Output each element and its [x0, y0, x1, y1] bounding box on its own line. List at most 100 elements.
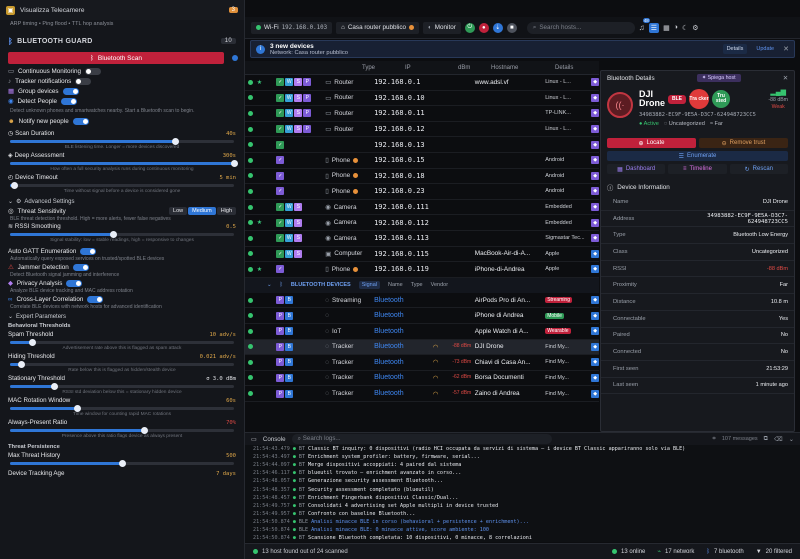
vendor-badge-icon: ◆ — [591, 93, 599, 102]
filter-icon[interactable]: ⌗ — [712, 435, 716, 442]
col-hostname[interactable]: Hostname — [491, 64, 519, 71]
sort-vendor-button[interactable]: Vendor — [430, 282, 449, 289]
sensitivity-high[interactable]: High — [216, 207, 236, 215]
privacy-toggle[interactable] — [66, 279, 83, 287]
settings-dot-icon[interactable] — [232, 55, 238, 61]
table-row[interactable]: ✓ W S ◉ Camera 192.168.0.111 Embedded ◆ — [245, 200, 599, 216]
timeline-button[interactable]: ≡ Timeline — [668, 164, 727, 174]
list-view-icon[interactable]: ☰ — [648, 22, 660, 33]
jammer-toggle[interactable] — [72, 263, 89, 271]
cross-layer-toggle[interactable] — [87, 295, 104, 303]
table-row[interactable]: ✓ ▯ Phone 192.168.0.23 Android ◆ — [245, 184, 599, 200]
banner-update-button[interactable]: Update — [756, 46, 775, 52]
bluetooth-scan-button[interactable]: ᛒ Bluetooth Scan — [8, 52, 224, 64]
rescan-button[interactable]: ↻ Rescan — [729, 164, 788, 174]
table-row[interactable]: ✓ ▯ Phone 192.168.0.18 Android ◆ — [245, 169, 599, 185]
device-timeout-slider[interactable] — [10, 182, 234, 189]
stationary-threshold-slider[interactable] — [10, 383, 234, 390]
copy-icon[interactable]: ⧉ — [763, 435, 769, 442]
advanced-settings-toggle[interactable]: ⌄ ⚙ Advanced Settings — [0, 197, 244, 206]
star-icon[interactable]: ★ — [256, 220, 263, 227]
dashboard-button[interactable]: ▦ Dashboard — [607, 164, 666, 174]
service-badge-icon: W — [285, 234, 294, 243]
sort-type-button[interactable]: Type — [410, 282, 423, 289]
notify-toggle[interactable] — [72, 117, 89, 125]
table-row[interactable]: ✓ W S P ▭ Router 192.168.0.12 Linux - L... ◆ — [245, 122, 599, 138]
console-search-input[interactable]: ⌕ Search logs... — [291, 434, 552, 444]
bluetooth-guard-header[interactable]: ᛒ BLUETOOTH GUARD 10 — [0, 34, 244, 48]
rssi-smoothing-slider[interactable] — [10, 231, 234, 238]
timeline-label: Timeline — [689, 166, 712, 172]
star-icon[interactable]: ★ — [256, 266, 263, 273]
network-button[interactable]: ⌂ Casa router pubblico — [336, 21, 419, 34]
moon-icon[interactable]: ☾ — [681, 24, 689, 32]
chevron-down-icon[interactable]: ⌄ — [788, 435, 794, 443]
table-row[interactable]: ★ ✓ W S P ▭ Router 192.168.0.1 www.adsl.vf L… — [245, 75, 599, 91]
record-icon[interactable]: ● — [478, 22, 489, 33]
col-ip[interactable]: IP — [405, 64, 411, 71]
expert-params-toggle[interactable]: ⌄ Expert Parameters — [0, 312, 244, 321]
gear-icon[interactable]: ⚙ — [692, 24, 699, 32]
table-row[interactable]: ★ ✓ W S ◉ Camera 192.168.0.112 Embedded ◆ — [245, 215, 599, 231]
spiega-host-button[interactable]: ✦ Spiega host — [696, 74, 741, 82]
star-icon[interactable]: ★ — [256, 79, 263, 86]
power-icon[interactable]: ⏻ — [464, 22, 475, 33]
table-row[interactable]: ✓ W S P ▭ Router 192.168.0.11 TP-LINK... ◆ — [245, 106, 599, 122]
close-icon[interactable]: ✕ — [782, 74, 788, 82]
monitor-button[interactable]: ◐ Monitor — [422, 21, 461, 34]
wifi-button[interactable]: Wi-Fi 192.168.0.103 — [251, 21, 333, 34]
device-type-icon: ◉ — [325, 219, 331, 227]
banner-details-button[interactable]: Details — [722, 44, 748, 54]
auto-gatt-toggle[interactable] — [80, 247, 97, 255]
sensitivity-low[interactable]: Low — [169, 207, 188, 215]
trash-icon[interactable]: ⌫ — [774, 435, 783, 443]
table-row[interactable]: ✓ W S ◉ Camera 192.168.0.113 Sigmastar Tec.… — [245, 231, 599, 247]
sensitivity-medium[interactable]: Medium — [188, 207, 216, 215]
detect-people-toggle[interactable] — [61, 97, 78, 105]
group-devices-toggle[interactable] — [62, 87, 79, 95]
spam-threshold-slider[interactable] — [10, 339, 234, 346]
stop-icon[interactable]: ■ — [506, 22, 517, 33]
sort-signal-button[interactable]: Signal — [358, 281, 381, 290]
hiding-threshold-slider[interactable] — [10, 361, 234, 368]
cameras-item[interactable]: ▣ Visualizza Telecamere 3 — [0, 0, 244, 20]
tracker-notifications-toggle[interactable] — [75, 77, 92, 85]
grid-view-icon[interactable]: ▦ — [663, 24, 670, 32]
notifications-icon[interactable]: ♫ 48 — [638, 18, 650, 32]
details-cell: Sigmastar Tec... — [545, 235, 585, 242]
enumerate-button[interactable]: ☰ Enumerate — [607, 151, 788, 161]
table-row[interactable]: ★ ✓ ▯ Phone 192.168.0.119 iPhone-di-Andre… — [245, 262, 599, 278]
toggle-label: Continuous Monitoring — [17, 67, 81, 75]
scan-duration-slider[interactable] — [10, 138, 234, 145]
table-row[interactable]: ✓ 192.168.0.13 ◆ — [245, 137, 599, 153]
close-icon[interactable]: ✕ — [783, 46, 789, 53]
export-icon[interactable]: ⇣ — [492, 22, 503, 33]
col-type[interactable]: Type — [362, 64, 376, 71]
always-present-slider[interactable] — [10, 427, 234, 434]
col-dbm[interactable]: dBm — [458, 64, 471, 71]
table-row[interactable]: ✓ W S ▣ Computer 192.168.0.115 MacBook-Air-… — [245, 247, 599, 263]
log-tag: BT — [298, 478, 306, 485]
search-input[interactable]: ⌕ Search hosts... — [526, 21, 635, 34]
table-row[interactable]: ✓ W S P ▭ Router 192.168.0.10 Linux - L... ◆ — [245, 91, 599, 107]
mac-rotation-slider[interactable] — [10, 405, 234, 412]
scan-button-label: Bluetooth Scan — [97, 54, 142, 62]
locate-button[interactable]: ⊕ Locate — [607, 138, 696, 148]
remove-trust-button[interactable]: ⊖ Remove trust — [699, 138, 788, 148]
col-details[interactable]: Details — [555, 64, 574, 71]
table-row[interactable]: ✓ ▯ Phone 192.168.0.15 Android ◆ — [245, 153, 599, 169]
bluetooth-icon: ᛒ — [706, 548, 710, 555]
continuous-monitoring-toggle[interactable] — [84, 67, 101, 75]
contrast-icon[interactable]: ◑ — [673, 24, 678, 31]
max-threat-history-slider[interactable] — [10, 460, 234, 467]
deep-assessment-slider[interactable] — [10, 160, 238, 167]
sort-name-button[interactable]: Name — [388, 282, 403, 289]
